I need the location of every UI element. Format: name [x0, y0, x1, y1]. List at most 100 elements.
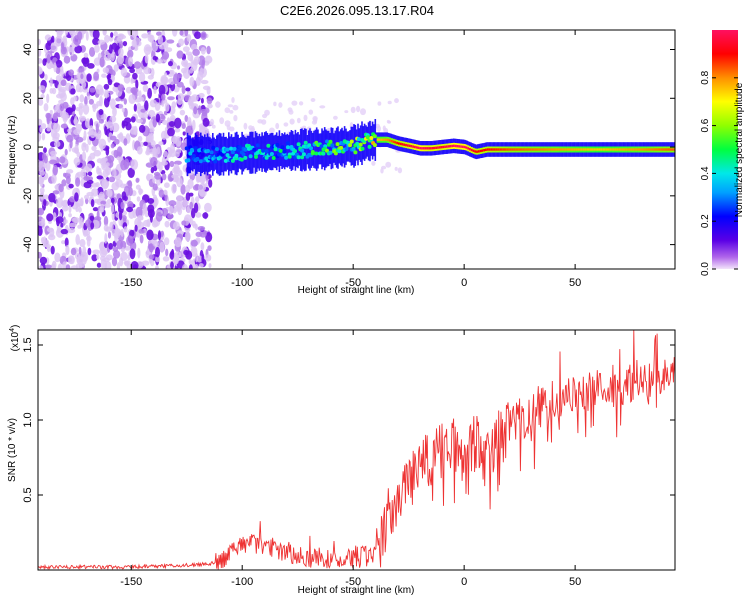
noise-point: [59, 102, 65, 112]
noise-point: [190, 239, 198, 247]
ridge-core-cell: [248, 154, 253, 159]
ridge-envelope-cell: [335, 127, 338, 168]
noise-point: [44, 74, 48, 81]
noise-point: [43, 103, 49, 112]
ridge-envelope-cell: [209, 137, 211, 172]
noise-point: [97, 193, 105, 199]
ridge-peak-cell: [524, 148, 527, 151]
noise-point: [125, 122, 132, 131]
ridge-core-cell: [358, 142, 363, 147]
noise-point: [192, 48, 200, 57]
noise-point: [208, 179, 213, 188]
noise-point: [38, 68, 43, 75]
noise-point: [129, 229, 135, 237]
ridge-peak-cell: [508, 148, 511, 151]
noise-point: [38, 38, 41, 46]
noise-point: [45, 244, 51, 249]
spectrogram-xtick-label: -100: [231, 277, 253, 289]
snr-xtick-label: -150: [120, 576, 142, 588]
ridge-core-cell: [239, 157, 244, 162]
noise-point: [381, 165, 387, 170]
noise-point: [117, 53, 125, 65]
ridge-envelope-cell: [351, 126, 354, 166]
noise-point: [184, 30, 189, 37]
noise-point: [193, 106, 198, 115]
ridge-peak-cell: [382, 138, 384, 141]
ridge-core-cell: [369, 136, 374, 140]
noise-point: [168, 205, 174, 215]
noise-point: [99, 56, 105, 68]
noise-point: [83, 181, 92, 189]
noise-point: [171, 101, 177, 109]
noise-point: [148, 109, 156, 118]
noise-point: [115, 179, 123, 188]
noise-point: [110, 51, 115, 62]
noise-point: [41, 132, 46, 141]
ridge-core-cell: [255, 143, 260, 148]
ridge-core-cell: [303, 140, 308, 145]
noise-point: [63, 219, 68, 224]
ridge-peak-cell: [396, 141, 399, 145]
noise-point: [182, 68, 191, 79]
noise-point: [150, 140, 156, 148]
ridge-peak-cell: [564, 148, 567, 151]
noise-point: [142, 203, 147, 215]
spectrogram-xtick-label: 0: [461, 277, 467, 289]
noise-point: [289, 118, 295, 125]
ridge-peak-cell: [490, 148, 493, 151]
ridge-core-cell: [200, 152, 205, 157]
ridge-core-cell: [209, 150, 214, 155]
snr-series-line: [38, 330, 675, 570]
ridge-peak-cell: [444, 145, 447, 148]
noise-point: [152, 118, 157, 128]
noise-point: [94, 44, 100, 53]
noise-point: [101, 178, 109, 190]
ridge-envelope-cell: [307, 130, 310, 169]
ridge-peak-cell: [469, 148, 471, 151]
ridge-peak-cell: [408, 144, 411, 147]
noise-point: [135, 177, 140, 183]
noise-point: [177, 65, 180, 70]
noise-point: [188, 264, 193, 269]
noise-point: [130, 159, 139, 171]
noise-point: [156, 58, 163, 64]
ridge-core-cell: [238, 145, 242, 150]
noise-point: [38, 251, 42, 259]
ridge-peak-cell: [389, 139, 392, 142]
ridge-peak-cell: [575, 148, 578, 151]
ridge-envelope-cell: [236, 131, 238, 176]
noise-point: [60, 68, 64, 79]
ridge-envelope-cell: [319, 133, 322, 165]
noise-point: [211, 124, 216, 129]
noise-point: [98, 109, 104, 116]
noise-point: [360, 108, 366, 116]
ridge-peak-cell: [566, 148, 569, 151]
ridge-peak-cell: [437, 146, 440, 149]
snr-ytick-label: 0.5: [22, 487, 34, 502]
noise-point: [69, 255, 75, 265]
ridge-core-cell: [330, 143, 335, 148]
ridge-core-cell: [344, 147, 349, 151]
noise-point: [158, 141, 164, 146]
noise-point: [80, 217, 84, 228]
ridge-core-cell: [213, 159, 218, 164]
ridge-peak-cell: [556, 148, 558, 151]
noise-point: [127, 180, 132, 187]
ridge-peak-cell: [611, 148, 614, 151]
noise-point: [163, 150, 168, 158]
ridge-peak-cell: [442, 145, 445, 149]
ridge-peak-cell: [513, 148, 516, 151]
ridge-peak-cell: [660, 148, 663, 151]
ridge-peak-cell: [570, 148, 573, 151]
ridge-core-cell: [275, 143, 280, 147]
noise-point: [96, 175, 104, 180]
ridge-peak-cell: [671, 148, 674, 151]
noise-point: [87, 95, 91, 100]
ridge-core-cell: [296, 142, 301, 147]
noise-point: [136, 146, 143, 155]
noise-point: [114, 227, 120, 234]
ridge-peak-cell: [428, 147, 431, 150]
ridge-peak-cell: [604, 148, 606, 151]
snr-multiplier: (x104): [9, 325, 21, 352]
noise-point: [84, 194, 90, 200]
